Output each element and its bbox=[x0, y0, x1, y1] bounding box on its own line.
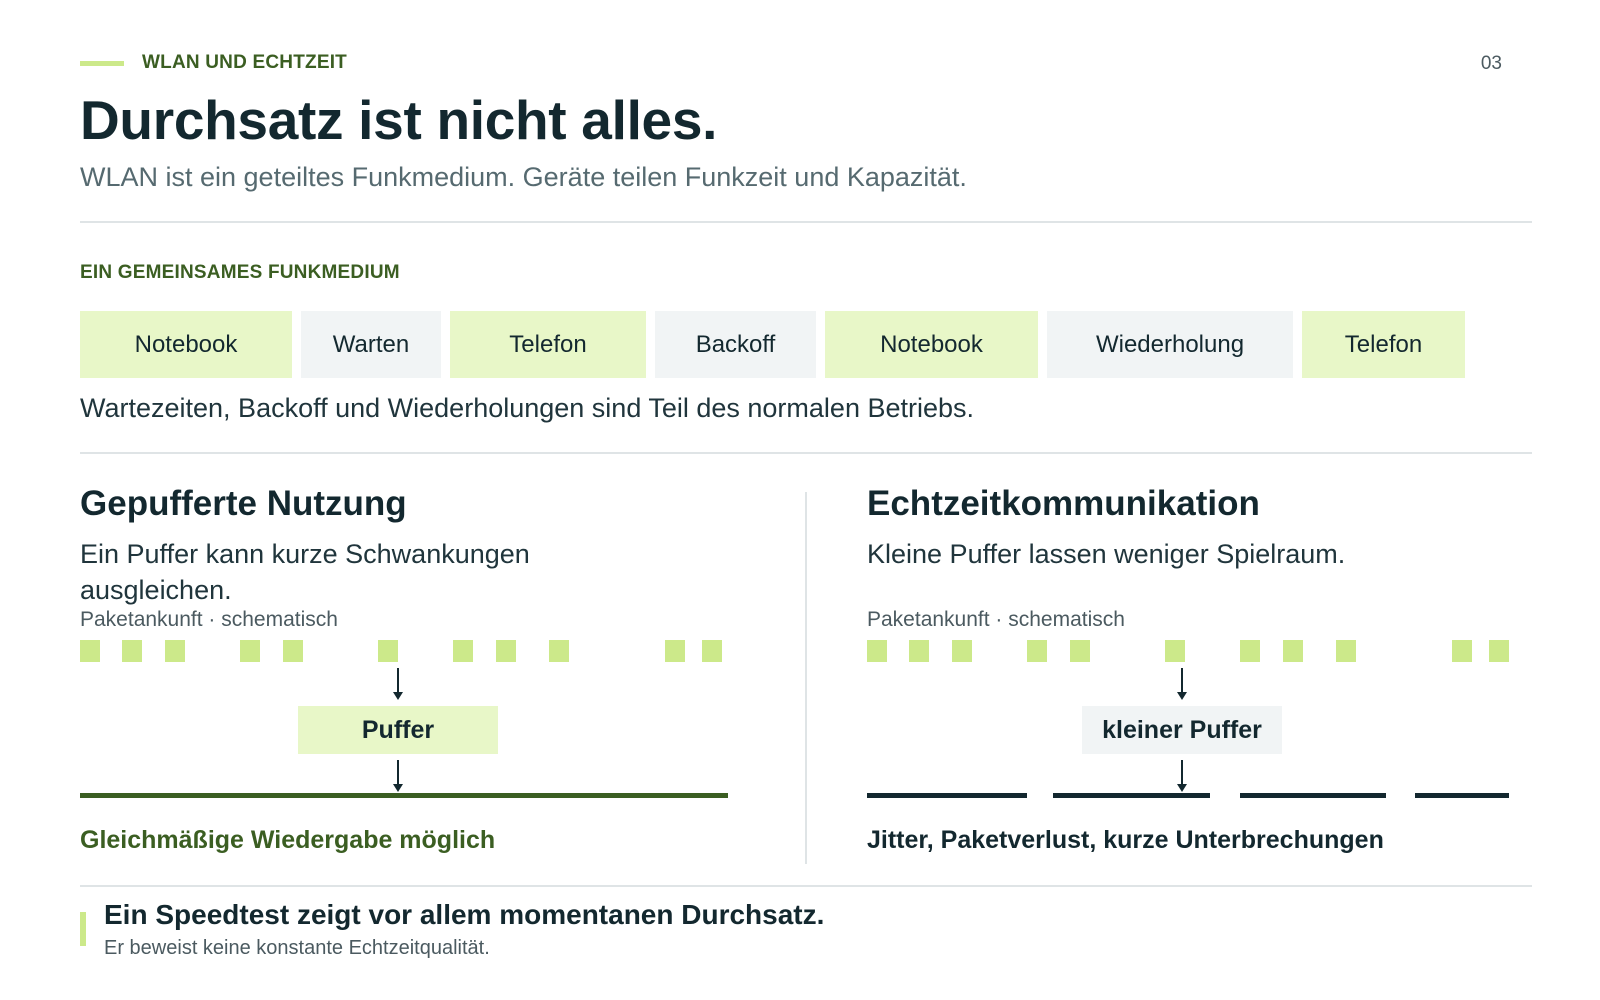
small-buffer-box: kleiner Puffer bbox=[1082, 706, 1282, 754]
packet-marker bbox=[165, 640, 185, 662]
interrupted-playback-segment bbox=[1415, 793, 1509, 798]
buffer-box: Puffer bbox=[298, 706, 498, 754]
airtime-segment-retry: Wiederholung bbox=[1047, 311, 1293, 378]
packet-marker bbox=[283, 640, 303, 662]
airtime-segment-notebook: Notebook bbox=[80, 311, 292, 378]
packet-marker bbox=[1336, 640, 1356, 662]
packet-arrival-caption: Paketankunft · schematisch bbox=[867, 608, 1125, 631]
packet-marker bbox=[1452, 640, 1472, 662]
interrupted-playback-segment bbox=[1240, 793, 1386, 798]
divider-bottom bbox=[80, 885, 1532, 887]
page-subtitle: WLAN ist ein geteiltes Funkmedium. Gerät… bbox=[80, 162, 967, 192]
packet-marker bbox=[665, 640, 685, 662]
page-number: 03 bbox=[1480, 53, 1502, 74]
realtime-panel-description: Kleine Puffer lassen weniger Spielraum. bbox=[867, 539, 1346, 569]
packet-marker bbox=[909, 640, 929, 662]
airtime-note: Wartezeiten, Backoff und Wiederholungen … bbox=[80, 393, 975, 423]
buffered-panel-title: Gepufferte Nutzung bbox=[80, 484, 407, 523]
smooth-playback-line bbox=[80, 793, 728, 798]
takeaway-subtitle: Er beweist keine konstante Echtzeitquali… bbox=[104, 937, 490, 959]
packet-marker bbox=[1283, 640, 1303, 662]
packet-marker bbox=[240, 640, 260, 662]
airtime-segment-notebook-2: Notebook bbox=[825, 311, 1038, 378]
packet-marker bbox=[122, 640, 142, 662]
packet-arrival-caption: Paketankunft · schematisch bbox=[80, 608, 338, 631]
divider-middle bbox=[80, 452, 1532, 454]
kicker-text: WLAN UND ECHTZEIT bbox=[142, 52, 347, 73]
packet-marker bbox=[1027, 640, 1047, 662]
interrupted-playback-segment bbox=[1053, 793, 1210, 798]
takeaway-accent-bar bbox=[80, 912, 86, 946]
takeaway-title: Ein Speedtest zeigt vor allem momentanen… bbox=[104, 899, 825, 930]
packet-marker bbox=[1165, 640, 1185, 662]
panel-divider bbox=[805, 492, 807, 864]
packet-marker bbox=[496, 640, 516, 662]
packet-marker bbox=[549, 640, 569, 662]
packet-marker bbox=[1070, 640, 1090, 662]
packet-marker bbox=[80, 640, 100, 662]
packet-marker bbox=[453, 640, 473, 662]
section-kicker: WLAN UND ECHTZEIT bbox=[80, 52, 347, 74]
arrow-down-icon bbox=[1177, 668, 1187, 700]
buffered-outcome: Gleichmäßige Wiedergabe möglich bbox=[80, 826, 496, 854]
airtime-segment-phone-2: Telefon bbox=[1302, 311, 1465, 378]
interrupted-playback-segment bbox=[867, 793, 1027, 798]
kicker-accent-bar bbox=[80, 60, 124, 66]
page-title: Durchsatz ist nicht alles. bbox=[80, 89, 718, 151]
airtime-segment-wait: Warten bbox=[301, 311, 441, 378]
buffered-usage-panel: Gepufferte Nutzung Ein Puffer kann kurze… bbox=[80, 484, 740, 864]
packet-arrival-row bbox=[80, 640, 740, 662]
packet-marker bbox=[1240, 640, 1260, 662]
packet-marker bbox=[952, 640, 972, 662]
packet-marker bbox=[867, 640, 887, 662]
divider-top bbox=[80, 221, 1532, 223]
realtime-panel-title: Echtzeitkommunikation bbox=[867, 484, 1260, 523]
airtime-section-label: EIN GEMEINSAMES FUNKMEDIUM bbox=[80, 262, 400, 283]
packet-marker bbox=[1489, 640, 1509, 662]
buffered-panel-description: Ein Puffer kann kurze Schwankungen ausgl… bbox=[80, 539, 530, 605]
airtime-timeline: Notebook Warten Telefon Backoff Notebook… bbox=[80, 311, 1474, 378]
arrow-down-icon bbox=[1177, 760, 1187, 792]
arrow-down-icon bbox=[393, 668, 403, 700]
packet-marker bbox=[702, 640, 722, 662]
packet-marker bbox=[378, 640, 398, 662]
arrow-down-icon bbox=[393, 760, 403, 792]
realtime-outcome: Jitter, Paketverlust, kurze Unterbrechun… bbox=[867, 826, 1384, 854]
airtime-segment-phone: Telefon bbox=[450, 311, 646, 378]
realtime-panel: Echtzeitkommunikation Kleine Puffer lass… bbox=[867, 484, 1527, 864]
airtime-segment-backoff: Backoff bbox=[655, 311, 816, 378]
packet-arrival-row bbox=[867, 640, 1527, 662]
